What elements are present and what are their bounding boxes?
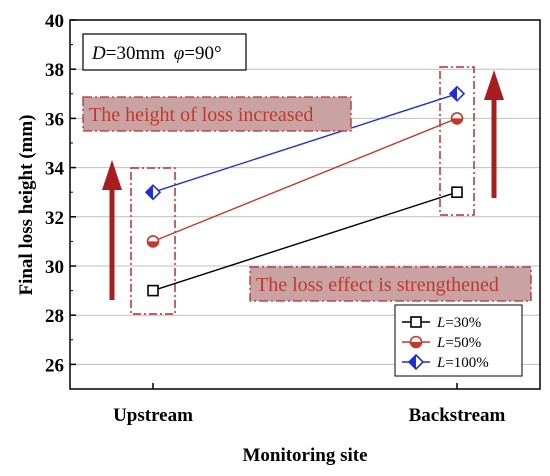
legend-label: L=100%	[436, 355, 489, 371]
backstream-highlight-box	[439, 66, 475, 216]
upstream-arrow	[102, 160, 122, 300]
data-point-diamond-fill	[409, 355, 416, 369]
data-point-diamond	[144, 184, 162, 201]
data-point-square	[410, 316, 422, 328]
y-tick-label: 32	[45, 208, 64, 229]
y-tick-label: 40	[45, 11, 64, 32]
data-point-circle-fill	[451, 118, 463, 124]
data-point-diamond	[448, 85, 466, 102]
data-point-circle-fill	[147, 241, 159, 247]
y-tick-label: 30	[45, 257, 64, 278]
y-tick-label: 36	[45, 109, 64, 130]
x-axis-title: Monitoring site	[242, 445, 367, 466]
y-axis: 26 28 30 32 34 36 38 40	[45, 11, 76, 390]
data-point-diamond-fill	[146, 185, 153, 200]
data-point-square	[147, 284, 159, 297]
backstream-arrow	[484, 70, 504, 198]
legend-label: L=50%	[436, 335, 481, 351]
series-line	[152, 93, 458, 193]
legend: L=30% L=50% L=100%	[394, 304, 523, 377]
plot-frame	[69, 19, 541, 390]
data-point-circle-fill	[410, 342, 422, 348]
series-layer	[144, 85, 466, 297]
data-point-diamond-fill	[450, 86, 457, 101]
y-tick-label: 28	[45, 306, 64, 327]
x-tick-label: Upstream	[113, 405, 193, 426]
annotation-effect-strengthened: The loss effect is strengthened	[249, 266, 532, 302]
y-axis-title: Final loss height (mm)	[16, 114, 37, 295]
data-point-diamond	[407, 353, 425, 371]
series-line	[152, 191, 458, 292]
annotation-height-increased-text: The height of loss increased	[89, 104, 313, 126]
data-point-circle	[409, 335, 423, 349]
legend-label: L=30%	[436, 315, 481, 331]
series-line	[152, 117, 458, 243]
x-tick-label: Backstream	[409, 405, 506, 426]
y-tick-label: 34	[45, 159, 65, 180]
data-point-circle	[450, 112, 464, 125]
parameter-text: D=30mm φ=90°	[91, 43, 222, 64]
parameter-box: D=30mm φ=90°	[82, 33, 247, 71]
annotation-height-increased: The height of loss increased	[82, 96, 352, 132]
x-axis: Upstream Backstream	[113, 383, 506, 426]
upstream-highlight-box	[130, 167, 176, 315]
y-tick-label: 38	[45, 60, 64, 81]
data-point-square	[451, 186, 463, 198]
y-tick-label: 26	[45, 355, 64, 376]
annotation-effect-strengthened-text: The loss effect is strengthened	[256, 274, 499, 296]
data-point-circle	[146, 235, 160, 248]
